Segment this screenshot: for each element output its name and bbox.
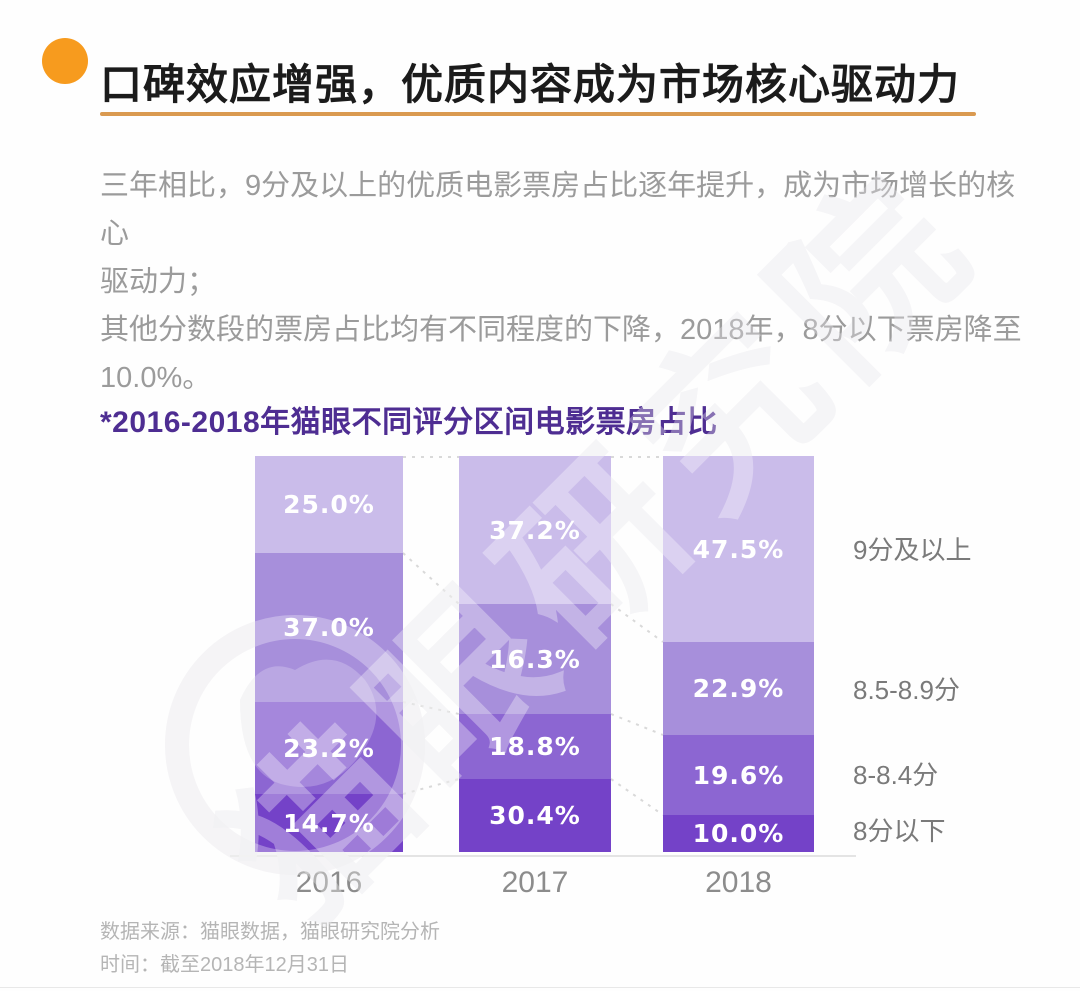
x-axis-label-2018: 2018 bbox=[705, 866, 772, 899]
bar-segment-9plus: 47.5% bbox=[663, 456, 814, 642]
segment-value-label: 14.7% bbox=[283, 808, 375, 838]
legend-label-8-84: 8-8.4分 bbox=[853, 760, 939, 790]
segment-value-label: 30.4% bbox=[489, 801, 581, 830]
x-axis-label-2016: 2016 bbox=[295, 866, 363, 899]
data-time-text: 时间：截至2018年12月31日 bbox=[100, 954, 349, 976]
legend-label-9plus: 9分及以上 bbox=[853, 535, 972, 565]
chart-baseline bbox=[230, 855, 856, 857]
bottom-divider bbox=[0, 987, 1080, 988]
segment-value-label: 37.0% bbox=[283, 613, 375, 642]
segment-value-label: 25.0% bbox=[283, 490, 375, 519]
page-title: 口碑效应增强，优质内容成为市场核心驱动力 bbox=[100, 61, 961, 109]
segment-value-label: 19.6% bbox=[692, 760, 785, 790]
bar-2018: 47.5% 22.9% 19.6% 10.0% bbox=[663, 456, 814, 852]
bar-segment-85-89: 22.9% bbox=[663, 642, 814, 735]
segment-value-label: 23.2% bbox=[283, 733, 375, 763]
bar-segment-9plus: 37.2% bbox=[459, 456, 611, 604]
segment-value-label: 47.5% bbox=[692, 534, 785, 564]
intro-line: 其他分数段的票房占比均有不同程度的下降，2018年，8分以下票房降至 bbox=[100, 314, 1022, 346]
segment-value-label: 22.9% bbox=[692, 674, 785, 703]
intro-line: 三年相比，9分及以上的优质电影票房占比逐年提升，成为市场增长的核心 bbox=[100, 170, 1016, 250]
bar-segment-below8: 10.0% bbox=[663, 815, 814, 852]
bar-segment-8-84: 23.2% bbox=[255, 702, 403, 794]
x-axis-label-2017: 2017 bbox=[501, 866, 569, 899]
title-underline bbox=[100, 112, 976, 116]
chart-title: *2016-2018年猫眼不同评分区间电影票房占比 bbox=[100, 405, 718, 439]
segment-value-label: 18.8% bbox=[489, 732, 581, 761]
segment-value-label: 10.0% bbox=[692, 819, 785, 848]
bar-2017: 37.2% 16.3% 18.8% 30.4% bbox=[459, 456, 611, 852]
data-source-text: 数据来源：猫眼数据，猫眼研究院分析 bbox=[100, 921, 440, 943]
source-note: 数据来源：猫眼数据，猫眼研究院分析 时间：截至2018年12月31日 bbox=[100, 921, 440, 976]
legend-label-below8: 8分以下 bbox=[853, 816, 946, 846]
bar-segment-8-84: 19.6% bbox=[663, 735, 814, 815]
intro-paragraph: 三年相比，9分及以上的优质电影票房占比逐年提升，成为市场增长的核心 驱动力； 其… bbox=[100, 162, 1030, 402]
bar-segment-85-89: 16.3% bbox=[459, 604, 611, 714]
bullet-icon bbox=[42, 38, 88, 84]
segment-value-label: 37.2% bbox=[489, 515, 581, 545]
legend-label-85-89: 8.5-8.9分 bbox=[853, 675, 960, 705]
segment-value-label: 16.3% bbox=[489, 644, 581, 674]
bar-2016: 25.0% 37.0% 23.2% 14.7% bbox=[255, 456, 403, 852]
bar-segment-below8: 14.7% bbox=[255, 794, 403, 852]
intro-line: 10.0%。 bbox=[100, 362, 212, 394]
bar-segment-9plus: 25.0% bbox=[255, 456, 403, 553]
intro-line: 驱动力； bbox=[100, 266, 217, 298]
bar-segment-8-84: 18.8% bbox=[459, 714, 611, 779]
bar-segment-below8: 30.4% bbox=[459, 779, 611, 852]
bar-segment-85-89: 37.0% bbox=[255, 553, 403, 702]
